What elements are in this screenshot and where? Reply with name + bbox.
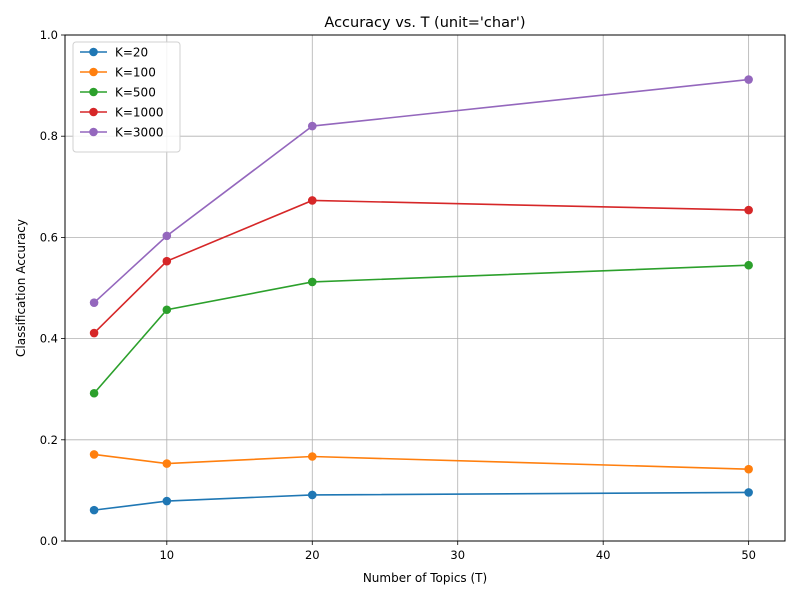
data-point [307, 121, 317, 131]
legend-label: K=1000 [115, 106, 163, 120]
x-tick-label: 20 [305, 548, 320, 562]
y-axis-label: Classification Accuracy [14, 219, 28, 357]
series-group [89, 75, 753, 515]
legend-item: K=1000 [80, 106, 163, 120]
y-tick-label: 0.6 [40, 230, 58, 244]
series-k-3000 [89, 75, 753, 307]
data-point [89, 505, 99, 515]
ticks: 10 20 30 40 50 0.0 0.2 0.4 0.6 0.8 1.0 [40, 28, 756, 562]
legend-item: K=20 [80, 46, 148, 60]
series-line [93, 78, 749, 304]
x-tick-label: 50 [741, 548, 756, 562]
legend-item: K=500 [80, 86, 156, 100]
data-point [744, 260, 753, 270]
data-point [307, 196, 317, 205]
data-point [89, 388, 99, 398]
data-point [89, 328, 99, 338]
legend-item: K=3000 [80, 126, 163, 140]
legend-swatch-marker [89, 47, 98, 57]
x-tick-label: 30 [450, 548, 465, 562]
series-line [93, 264, 749, 394]
plot-frame [64, 34, 786, 542]
series-line [93, 453, 749, 470]
series-k-20 [89, 488, 753, 515]
legend-swatch-marker [89, 87, 98, 97]
series-line [93, 199, 749, 334]
legend-label: K=500 [115, 86, 156, 100]
legend-swatch-marker [89, 127, 98, 137]
legend-box [72, 41, 181, 153]
chart-title: Accuracy vs. T (unit='char') [324, 15, 525, 31]
x-tick-label: 40 [596, 548, 611, 562]
series-k-1000 [89, 196, 753, 338]
y-tick-label: 0.4 [40, 332, 58, 346]
x-tick-label: 10 [159, 548, 174, 562]
data-point [744, 75, 753, 84]
legend-swatch-marker [89, 107, 98, 117]
y-tick-label: 1.0 [40, 28, 58, 42]
data-point [162, 496, 172, 506]
series-line [93, 491, 749, 511]
data-point [162, 305, 172, 315]
x-axis-label: Number of Topics (T) [363, 571, 487, 585]
data-point [162, 459, 172, 468]
legend-swatch-marker [89, 67, 98, 77]
data-point [89, 450, 99, 459]
data-point [744, 488, 753, 497]
legend-label: K=100 [115, 66, 156, 80]
series-k-500 [89, 260, 753, 398]
data-point [162, 256, 172, 266]
data-point [307, 490, 317, 500]
legend-label: K=3000 [115, 126, 163, 140]
data-point [307, 452, 317, 461]
data-point [89, 298, 99, 307]
series-k-100 [89, 450, 753, 474]
data-point [162, 231, 172, 241]
legend-item: K=100 [80, 66, 156, 80]
data-point [307, 277, 317, 287]
legend: K=20 K=100 K=500 K=1000 K=3000 [72, 41, 181, 153]
y-tick-label: 0.8 [40, 129, 58, 143]
y-tick-label: 0.2 [40, 433, 58, 447]
data-point [744, 464, 753, 474]
y-tick-label: 0.0 [40, 534, 58, 548]
legend-label: K=20 [115, 46, 148, 60]
data-point [744, 205, 753, 215]
